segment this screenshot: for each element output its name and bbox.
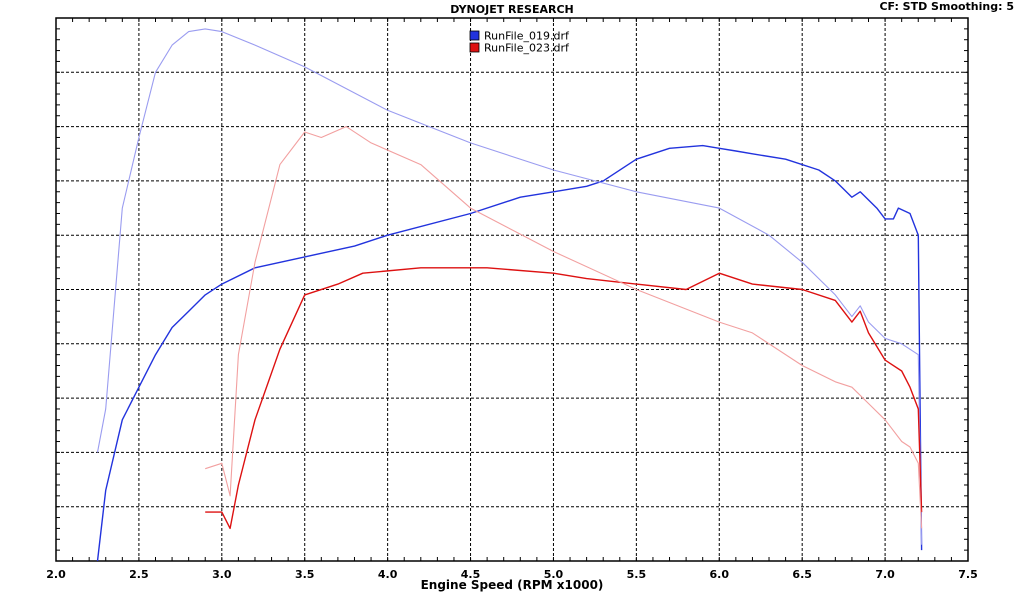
series-layer	[96, 28, 923, 562]
minor-ticks	[55, 17, 969, 562]
legend-swatch	[469, 42, 480, 53]
x-tick-label: 7.5	[958, 568, 978, 581]
x-tick-labels: 2.0 2.5 3.0 3.5 4.0 4.5 5.0 5.5 6.0 6.5 7.0 7.5	[46, 568, 978, 581]
legend-swatch	[469, 30, 480, 41]
x-tick-label: 5.0	[544, 568, 564, 581]
x-tick-label: 6.5	[792, 568, 812, 581]
x-tick-label: 3.0	[212, 568, 232, 581]
x-tick-label: 2.5	[129, 568, 149, 581]
series-line-4	[205, 126, 923, 529]
correction-factor-info: CF: STD Smoothing: 5	[879, 0, 1014, 13]
x-tick-label: 7.0	[875, 568, 895, 581]
legend-label: RunFile_023.drf	[484, 42, 570, 55]
series-line-1	[96, 144, 923, 562]
series-line-2	[96, 28, 923, 545]
x-tick-label: 4.5	[461, 568, 481, 581]
chart-title: DYNOJET RESEARCH	[450, 3, 574, 16]
x-tick-label: 4.0	[378, 568, 398, 581]
x-tick-label: 3.5	[295, 568, 315, 581]
legend-label: RunFile_019.drf	[484, 30, 570, 43]
x-tick-label: 5.5	[627, 568, 647, 581]
grid-lines	[56, 18, 968, 561]
series-line-3	[205, 267, 923, 530]
x-axis-label: Engine Speed (RPM x1000)	[420, 578, 604, 592]
x-tick-label: 2.0	[46, 568, 66, 581]
x-tick-label: 6.0	[710, 568, 730, 581]
